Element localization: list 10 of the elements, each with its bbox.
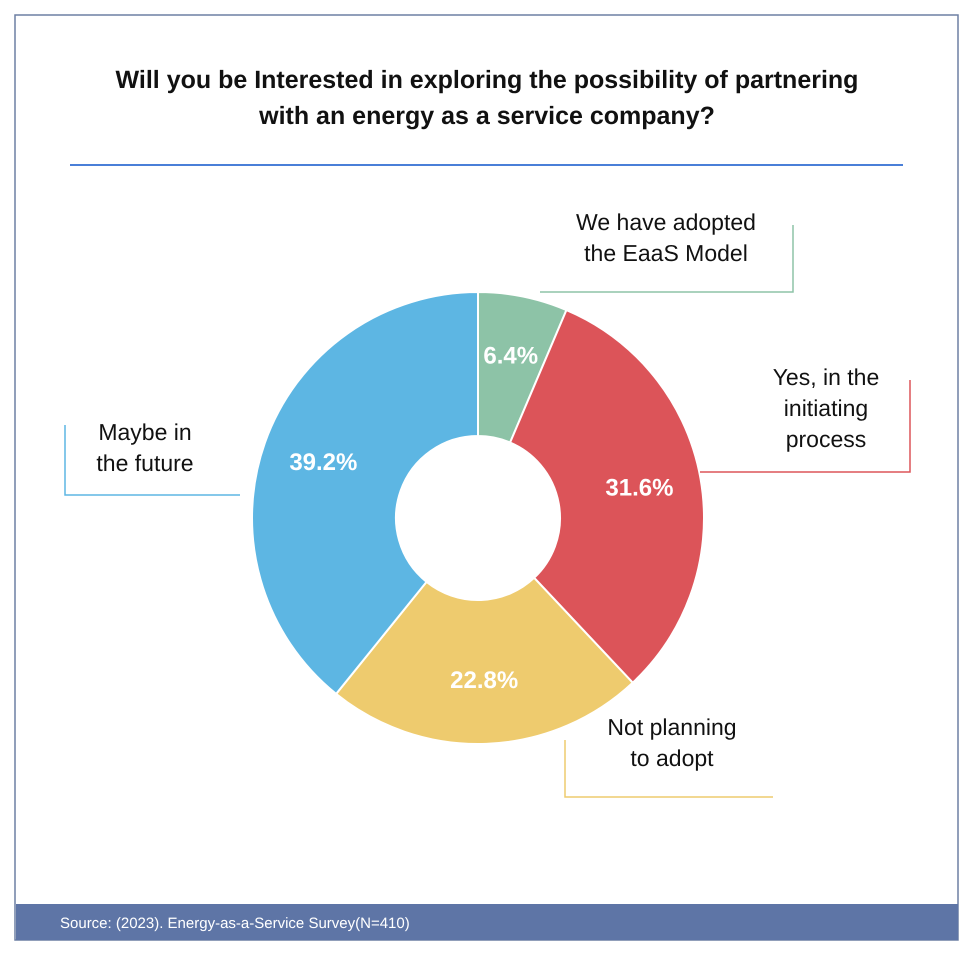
- slice-label: We have adopted the EaaS Model: [576, 209, 756, 266]
- data-label: 39.2%: [289, 448, 358, 476]
- chart-title: Will you be Interested in exploring the possibility of partnering with an energy as a service company?: [116, 66, 858, 130]
- slice-label: Maybe in the future: [96, 419, 194, 476]
- data-label: 31.6%: [605, 474, 674, 502]
- slice-label: Yes, in the initiating process: [772, 364, 880, 452]
- data-label: 6.4%: [483, 342, 538, 370]
- slice-label: Not planning to adopt: [607, 714, 737, 771]
- source-note: Source: (2023). Energy-as-a-Service Survey(N=410): [60, 915, 410, 932]
- data-label: 22.8%: [450, 667, 518, 694]
